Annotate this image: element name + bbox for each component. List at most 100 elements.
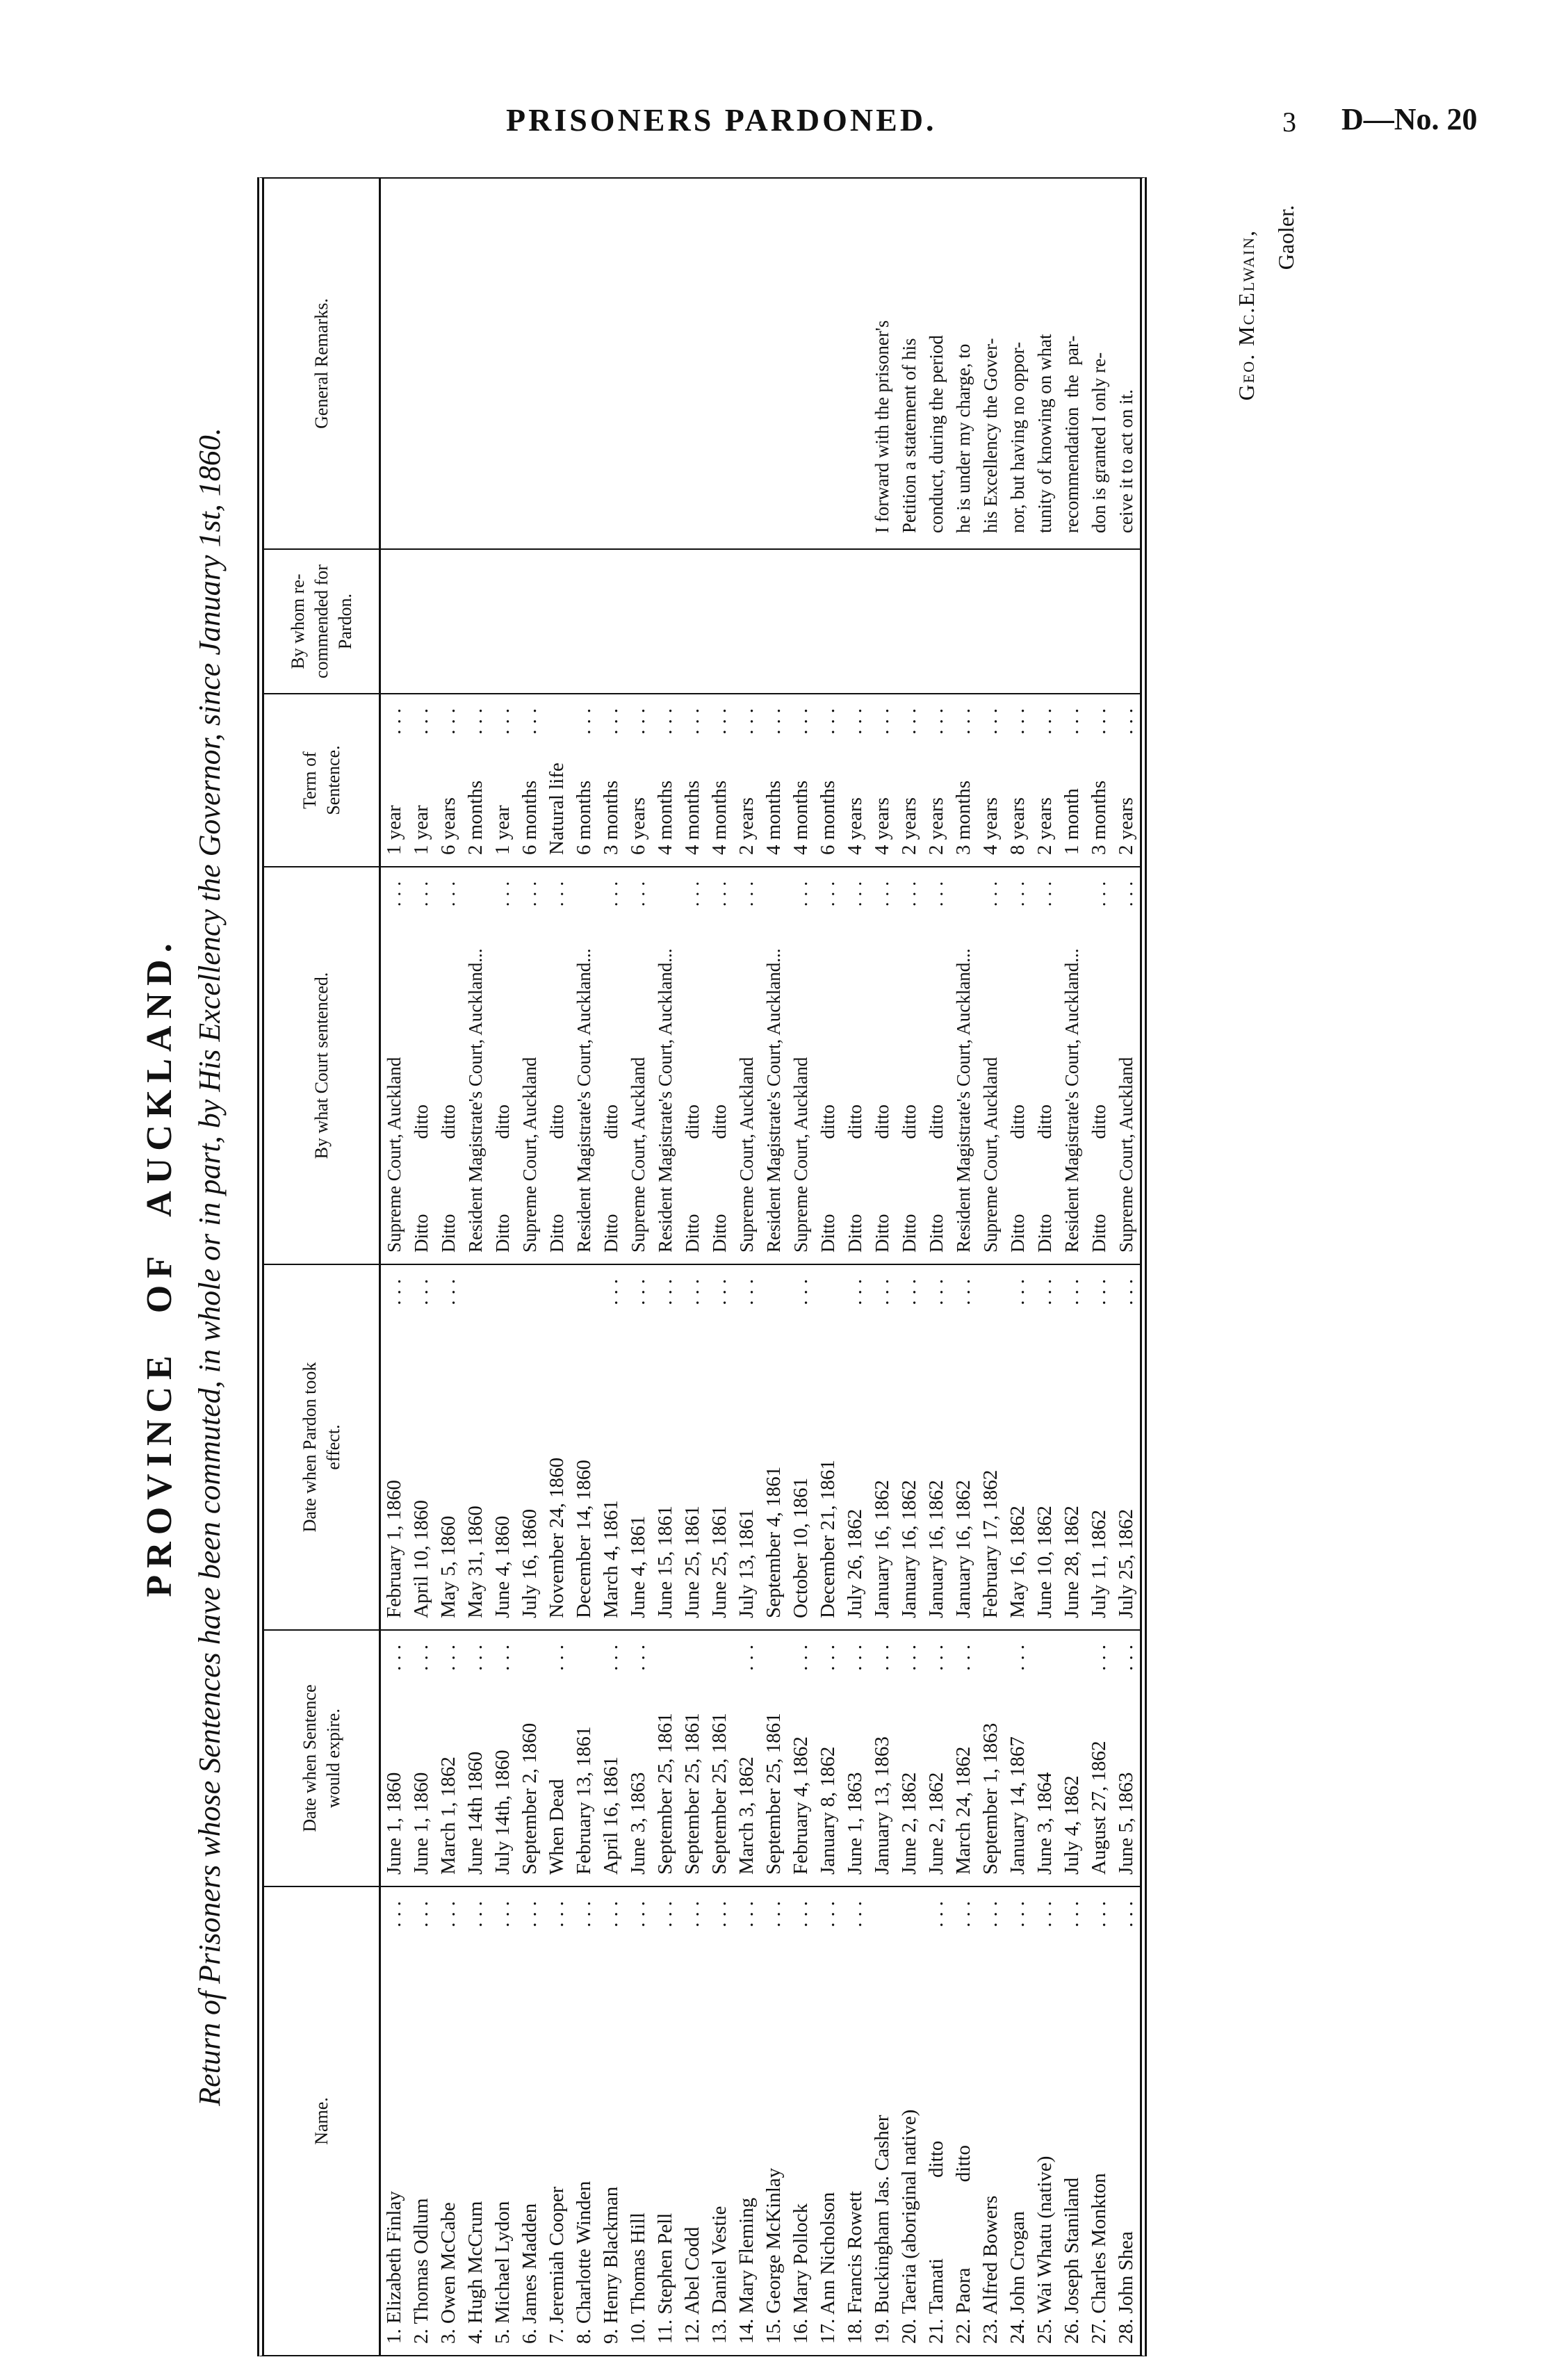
cell-court: Ditto ditto... (435, 867, 462, 1265)
return-title: Return of Prisoners whose Sentences have… (193, 427, 227, 2106)
cell-remarks (571, 179, 598, 550)
cell-remarks (679, 179, 706, 550)
cell-pardon: February 1, 1860... (381, 1265, 408, 1631)
cell-expire: June 2, 1862... (896, 1631, 923, 1887)
cell-pardon: January 16, 1862... (950, 1265, 977, 1631)
cell-text: 2. Thomas Odlum (410, 2198, 432, 2344)
cell-text: 3 months (1088, 780, 1110, 855)
leader-dots: ... (925, 1896, 947, 1927)
cell-expire: When Dead... (544, 1631, 571, 1887)
cell-bywhom (1059, 550, 1086, 694)
leader-dots: ... (1115, 1273, 1137, 1305)
cell-text: May 31, 1860 (464, 1506, 487, 1618)
cell-expire: June 3, 1863... (625, 1631, 652, 1887)
cell-name: 5. Michael Lydon... (489, 1887, 516, 2355)
cell-text: June 3, 1864 (1034, 1772, 1056, 1875)
cell-pardon: January 16, 1862... (923, 1265, 950, 1631)
leader-dots: ... (708, 1273, 730, 1305)
cell-bywhom (516, 550, 544, 694)
cell-pardon: November 24, 1860 (544, 1265, 571, 1631)
cell-bywhom (787, 550, 815, 694)
cell-name: 20. Taeria (aboriginal native) (896, 1887, 923, 2355)
cell-text: 6. James Madden (519, 2203, 541, 2344)
leader-dots: ... (1006, 1896, 1029, 1927)
cell-text: 21. Tamati ditto (925, 2140, 947, 2344)
cell-remarks (489, 179, 516, 550)
leader-dots: ... (410, 1273, 432, 1305)
cell-bywhom (733, 550, 760, 694)
cell-remarks (516, 179, 544, 550)
leader-dots: ... (736, 876, 757, 907)
cell-text: December 14, 1860 (573, 1460, 595, 1618)
cell-bywhom (842, 550, 869, 694)
cell-name: 14. Mary Fleming... (733, 1887, 760, 2355)
cell-pardon: January 16, 1862... (869, 1265, 896, 1631)
cell-bywhom (706, 550, 733, 694)
cell-bywhom (977, 550, 1004, 694)
leader-dots: ... (573, 1896, 595, 1927)
leader-dots: ... (627, 703, 649, 735)
cell-text: 6 years (437, 797, 459, 855)
cell-text: June 15, 1861 (654, 1506, 676, 1618)
leader-dots: ... (1088, 1896, 1110, 1927)
cell-text: 4 months (654, 780, 676, 855)
cell-text: Natural life (546, 763, 568, 855)
cell-term: 1 year... (408, 694, 435, 867)
cell-remarks (462, 179, 489, 550)
cell-remarks: don is granted I only re- (1086, 179, 1113, 550)
cell-remarks (435, 179, 462, 550)
cell-court: Ditto ditto... (1004, 867, 1031, 1265)
cell-term: 6 years... (625, 694, 652, 867)
cell-text: 3. Owen McCabe (437, 2202, 459, 2344)
cell-text: January 8, 1862 (817, 1746, 839, 1875)
cell-name: 4. Hugh McCrum... (462, 1887, 489, 2355)
leader-dots: ... (600, 1639, 622, 1671)
cell-term: 8 years... (1004, 694, 1031, 867)
cell-court: Ditto ditto... (408, 867, 435, 1265)
leader-dots: ... (1061, 703, 1083, 735)
cell-text: 3 months (600, 780, 622, 855)
leader-dots: ... (844, 703, 866, 735)
leader-dots: ... (898, 1639, 920, 1671)
cell-bywhom (489, 550, 516, 694)
cell-court: Ditto ditto... (842, 867, 869, 1265)
leader-dots: ... (491, 1896, 514, 1927)
cell-text: 13. Daniel Vestie (708, 2206, 730, 2344)
cell-name: 2. Thomas Odlum... (408, 1887, 435, 2355)
document-number: D—No. 20 (1341, 102, 1478, 136)
cell-name: 18. Francis Rowett... (842, 1887, 869, 2355)
cell-text: Ditto ditto (1034, 1104, 1055, 1253)
leader-dots: ... (437, 703, 459, 735)
cell-bywhom (381, 550, 408, 694)
cell-text: 4 months (790, 780, 812, 855)
cell-pardon: July 26, 1862... (842, 1265, 869, 1631)
cell-text: Ditto ditto (411, 1104, 432, 1253)
cell-text: 5. Michael Lydon (491, 2201, 514, 2344)
leader-dots: ... (546, 1639, 568, 1671)
cell-text: July 14th, 1860 (491, 1750, 514, 1875)
cell-expire: September 25, 1861 (679, 1631, 706, 1887)
cell-pardon: June 15, 1861... (652, 1265, 679, 1631)
cell-court: Supreme Court, Auckland... (1113, 867, 1140, 1265)
cell-text: 6 months (573, 780, 595, 855)
cell-court: Supreme Court, Auckland... (977, 867, 1004, 1265)
cell-remarks: Petition a statement of his (896, 179, 923, 550)
leader-dots: ... (600, 1273, 622, 1305)
leader-dots: ... (735, 1896, 758, 1927)
cell-bywhom (571, 550, 598, 694)
cell-court: Resident Magistrate's Court, Auckland... (571, 867, 598, 1265)
cell-court: Resident Magistrate's Court, Auckland... (652, 867, 679, 1265)
leader-dots: ... (1006, 703, 1029, 735)
leader-dots: ... (681, 1896, 703, 1927)
leader-dots: ... (1006, 1639, 1029, 1671)
leader-dots: ... (628, 876, 648, 907)
leader-dots: ... (735, 1273, 758, 1305)
cell-text: June 1, 1860 (383, 1772, 405, 1875)
cell-remarks: his Excellency the Gover- (977, 179, 1004, 550)
cell-text: Resident Magistrate's Court, Auckland... (465, 948, 486, 1253)
cell-term: 1 month... (1059, 694, 1086, 867)
leader-dots: ... (844, 876, 865, 907)
cell-text: June 4, 1861 (627, 1515, 649, 1618)
cell-name: 23. Alfred Bowers... (977, 1887, 1004, 2355)
cell-pardon: September 4, 1861 (760, 1265, 787, 1631)
